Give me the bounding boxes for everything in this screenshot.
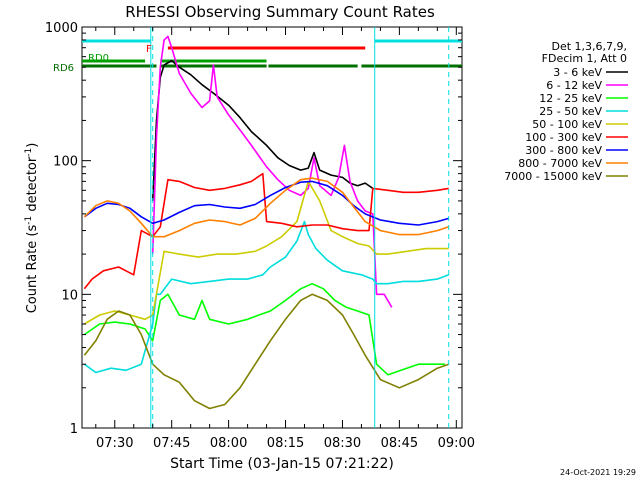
legend-label-7: 800 - 7000 keV <box>518 157 602 170</box>
legend: Det 1,3,6,7,9,FDecim 1, Att 03 - 6 keV6 … <box>504 40 628 183</box>
x-tick-label: 08:15 <box>267 436 304 451</box>
series-line-8 <box>83 293 449 410</box>
plot-frame <box>81 26 463 429</box>
x-tick-label: 08:00 <box>210 436 247 451</box>
annotations: F RD0 RD6 <box>53 44 152 74</box>
x-tick-label: 09:00 <box>438 436 475 451</box>
x-tick-label: 07:30 <box>96 436 133 451</box>
legend-header-line: Det 1,3,6,7,9, <box>551 40 627 53</box>
x-tick-label: 08:30 <box>324 436 361 451</box>
legend-label-8: 7000 - 15000 keV <box>504 170 602 183</box>
x-tick-label: 07:45 <box>153 436 190 451</box>
series-lines <box>83 35 449 410</box>
state-bars <box>82 39 462 68</box>
annotation-rd6: RD6 <box>53 63 74 74</box>
chart-title: RHESSI Observing Summary Count Rates <box>125 3 435 21</box>
y-tick-label: 1 <box>70 422 78 437</box>
series-line-0 <box>151 59 374 201</box>
x-axis-label: Start Time (03-Jan-15 07:21:22) <box>170 456 394 472</box>
legend-label-0: 3 - 6 keV <box>553 66 602 79</box>
series-line-5 <box>83 172 449 290</box>
render-timestamp: 24-Oct-2021 19:29 <box>560 468 636 477</box>
y-axis-label: Count Rate (s-1 detector-1) <box>24 143 40 314</box>
x-tick-label: 08:45 <box>381 436 418 451</box>
y-tick-label: 100 <box>53 155 78 170</box>
series-line-7 <box>83 177 449 238</box>
legend-label-2: 12 - 25 keV <box>539 92 602 105</box>
x-axis: 07:30 07:45 08:00 08:15 08:30 08:45 09:00 <box>95 27 475 451</box>
plot-area: 07:30 07:45 08:00 08:15 08:30 08:45 09:00 1101… <box>45 21 475 451</box>
time-markers <box>150 27 450 428</box>
annotation-rd0: RD0 <box>88 53 109 64</box>
legend-label-5: 100 - 300 keV <box>525 131 602 144</box>
annotation-f: F <box>146 44 152 55</box>
y-tick-label: 10 <box>61 288 78 303</box>
y-tick-label: 1000 <box>45 21 78 36</box>
legend-label-1: 6 - 12 keV <box>546 79 602 92</box>
series-line-4 <box>83 180 449 325</box>
legend-header-line: FDecim 1, Att 0 <box>542 52 627 65</box>
legend-label-3: 25 - 50 keV <box>539 105 602 118</box>
legend-label-4: 50 - 100 keV <box>532 118 602 131</box>
y-axis: 1 10 100 1000 <box>45 21 462 437</box>
series-line-1 <box>151 35 393 308</box>
series-line-6 <box>83 180 449 226</box>
legend-label-6: 300 - 800 keV <box>525 144 602 157</box>
